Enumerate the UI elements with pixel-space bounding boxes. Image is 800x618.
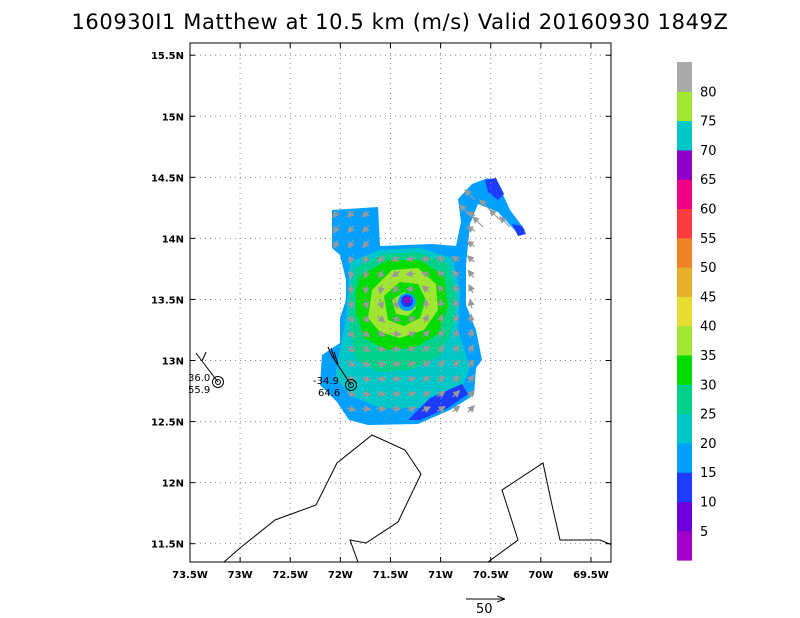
colorbar-label: 50 <box>700 261 717 276</box>
lon-tick-label: 73W <box>228 570 253 581</box>
colorbar-label: 15 <box>700 466 717 481</box>
lat-tick-label: 13.5N <box>151 295 184 306</box>
lon-tick-label: 73.5W <box>172 570 208 581</box>
colorbar: 5 10 15 20 25 30 35 40 45 50 55 60 65 70 75 80 <box>677 62 717 561</box>
lon-tick-label: 70.5W <box>473 570 509 581</box>
colorbar-swatch <box>677 501 692 532</box>
lon-tick-label: 71.5W <box>373 570 409 581</box>
observation-center: -34.9 64.6 <box>313 346 357 399</box>
colorbar-label: 25 <box>700 408 717 423</box>
lon-tick-label: 69.5W <box>573 570 609 581</box>
colorbar-swatch <box>677 179 692 209</box>
lon-tick-label: 72W <box>328 570 353 581</box>
colorbar-swatch <box>677 120 692 151</box>
colorbar-swatch <box>677 208 692 239</box>
lat-tick-label: 12.5N <box>151 418 184 429</box>
field-10-ne <box>485 178 504 200</box>
lon-tick-label: 71W <box>428 570 453 581</box>
axis-ticks: 73.5W 73W 72.5W 72W 71.5W 71W 70.5W 70W 69.5W 15.… <box>151 43 611 581</box>
colorbar-label: 70 <box>700 144 717 159</box>
colorbar-label: 65 <box>700 173 717 188</box>
colorbar-swatch <box>677 325 692 356</box>
colorbar-label: 10 <box>700 496 717 511</box>
colorbar-swatch <box>677 384 692 415</box>
map-frame <box>189 42 612 563</box>
field-eye-5 <box>403 296 411 304</box>
lat-tick-label: 13N <box>162 357 184 368</box>
colorbar-label: 80 <box>700 85 717 100</box>
lat-tick-label: 11.5N <box>151 540 184 551</box>
lat-tick-label: 14.5N <box>151 173 184 184</box>
observation-left: 36.0 55.9 <box>188 351 224 396</box>
obs-left-speed: 36.0 <box>188 373 210 384</box>
colorbar-label: 40 <box>700 320 717 335</box>
colorbar-swatch <box>677 442 692 473</box>
colorbar-swatch <box>677 296 692 327</box>
lat-tick-label: 12N <box>162 479 184 490</box>
colorbar-label: 20 <box>700 437 717 452</box>
colorbar-swatch <box>677 149 692 180</box>
station-marker-icon <box>212 376 224 388</box>
colorbar-swatch <box>677 267 692 297</box>
reference-vector-label: 50 <box>476 602 493 617</box>
colorbar-label: 35 <box>700 349 717 364</box>
wind-vectors <box>332 189 511 413</box>
lat-tick-label: 14N <box>162 234 184 245</box>
lon-tick-label: 70W <box>528 570 553 581</box>
colorbar-swatch <box>677 413 692 444</box>
colorbar-swatch <box>677 91 692 122</box>
colorbar-swatch <box>677 62 692 92</box>
reference-vector: 50 <box>466 599 504 617</box>
colorbar-label: 30 <box>700 378 717 393</box>
obs-center-pressure: 64.6 <box>318 388 340 399</box>
coastline <box>223 434 611 562</box>
colorbar-swatch <box>677 355 692 385</box>
colorbar-label: 5 <box>700 525 708 540</box>
colorbar-swatch <box>677 237 692 268</box>
colorbar-label: 60 <box>700 203 717 218</box>
lat-tick-label: 15.5N <box>151 51 184 62</box>
colorbar-label: 55 <box>700 232 717 247</box>
colorbar-label: 75 <box>700 115 717 130</box>
colorbar-label: 45 <box>700 290 717 305</box>
obs-left-pressure: 55.9 <box>188 385 210 396</box>
lat-lon-grid <box>190 43 611 562</box>
field-10-ne2 <box>512 224 526 236</box>
lat-tick-label: 15N <box>162 112 184 123</box>
lon-tick-label: 72.5W <box>272 570 308 581</box>
colorbar-swatch <box>677 530 692 561</box>
station-marker-icon <box>345 379 357 391</box>
obs-center-speed: -34.9 <box>313 376 339 387</box>
chart-title: 160930I1 Matthew at 10.5 km (m/s) Valid … <box>71 10 729 34</box>
colorbar-swatch <box>677 472 692 502</box>
